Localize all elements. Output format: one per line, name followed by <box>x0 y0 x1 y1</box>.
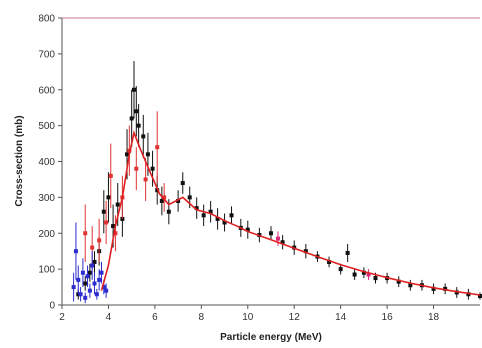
x-tick-label: 8 <box>199 312 205 323</box>
data-point <box>327 259 332 264</box>
x-tick-label: 14 <box>335 312 347 323</box>
data-point <box>269 231 273 236</box>
data-point <box>115 202 120 207</box>
x-tick-label: 18 <box>428 312 440 323</box>
data-point <box>83 295 88 300</box>
data-point <box>373 276 378 281</box>
data-point <box>345 250 350 255</box>
data-point <box>87 288 92 293</box>
data-point <box>245 227 250 232</box>
x-tick-label: 16 <box>382 312 394 323</box>
data-point <box>338 267 343 272</box>
data-point <box>71 285 76 290</box>
x-tick-label: 6 <box>152 312 158 323</box>
data-point <box>229 213 234 218</box>
y-tick-label: 500 <box>38 121 55 132</box>
data-point <box>303 249 308 254</box>
data-point <box>194 206 199 211</box>
y-tick-label: 200 <box>38 229 55 240</box>
data-point <box>76 277 81 282</box>
data-point <box>275 236 280 241</box>
y-tick-label: 800 <box>38 14 55 25</box>
data-point <box>352 272 357 277</box>
data-point <box>97 277 102 282</box>
data-point <box>104 288 109 293</box>
data-point <box>99 270 104 275</box>
fit-curve-line <box>100 130 481 296</box>
x-axis-title: Particle energy (MeV) <box>220 332 322 343</box>
data-point <box>187 195 192 200</box>
fit-curve-layer <box>100 130 481 296</box>
data-point <box>143 177 148 182</box>
y-tick-label: 300 <box>38 193 55 204</box>
data-point <box>83 231 88 236</box>
data-point <box>92 259 97 264</box>
y-axis-title: Cross-section (mb) <box>14 115 25 206</box>
data-point <box>408 283 413 288</box>
x-tick-label: 2 <box>59 312 65 323</box>
data-point <box>85 274 90 279</box>
data-point <box>215 216 220 221</box>
data-point <box>136 123 141 128</box>
data-point <box>443 286 448 291</box>
data-point <box>94 292 99 297</box>
data-point <box>87 270 92 275</box>
data-point <box>129 116 134 121</box>
data-point <box>131 87 136 92</box>
data-point <box>108 173 113 178</box>
series-blue_series <box>71 222 109 304</box>
data-point <box>162 195 167 200</box>
data-point <box>396 279 401 284</box>
data-point <box>113 231 118 236</box>
data-point <box>97 238 102 243</box>
data-point <box>145 152 150 157</box>
data-point <box>478 294 482 299</box>
data-point <box>92 281 97 286</box>
y-tick-label: 100 <box>38 265 55 276</box>
data-point <box>280 240 285 245</box>
data-point <box>208 209 213 214</box>
data-point <box>90 263 95 268</box>
data-point <box>80 270 85 275</box>
data-point <box>222 220 227 225</box>
data-point <box>180 181 185 186</box>
data-point <box>78 292 83 297</box>
data-point <box>73 249 78 254</box>
y-tick-label: 400 <box>38 157 55 168</box>
x-tick-label: 12 <box>289 312 301 323</box>
data-point <box>150 166 155 171</box>
data-point <box>101 209 106 214</box>
y-tick-label: 600 <box>38 85 55 96</box>
ticks-layer: 2 4 6 8 10 12 14 16 18 0 100 200 300 400 500 600 700 800 <box>38 14 439 324</box>
data-point <box>134 109 139 114</box>
data-point <box>155 145 160 150</box>
x-tick-label: 4 <box>106 312 112 323</box>
data-point <box>141 134 146 139</box>
data-point <box>431 286 436 291</box>
data-point <box>166 209 171 214</box>
data-point <box>111 224 116 229</box>
data-point <box>176 198 181 203</box>
data-point <box>159 198 164 203</box>
data-point <box>361 270 366 275</box>
y-tick-label: 0 <box>49 301 55 312</box>
y-tick-label: 700 <box>38 49 55 60</box>
x-tick-label: 10 <box>242 312 254 323</box>
data-point <box>366 272 371 277</box>
data-point <box>201 213 206 218</box>
data-point <box>104 220 109 225</box>
data-point <box>125 152 130 157</box>
data-point <box>101 285 106 290</box>
series-magenta_series <box>275 231 371 280</box>
data-point <box>134 166 139 171</box>
series-layer <box>71 61 482 304</box>
data-point <box>83 281 88 286</box>
data-point <box>466 292 471 297</box>
plot-background <box>62 18 480 305</box>
data-point <box>90 245 95 250</box>
data-point <box>106 195 111 200</box>
